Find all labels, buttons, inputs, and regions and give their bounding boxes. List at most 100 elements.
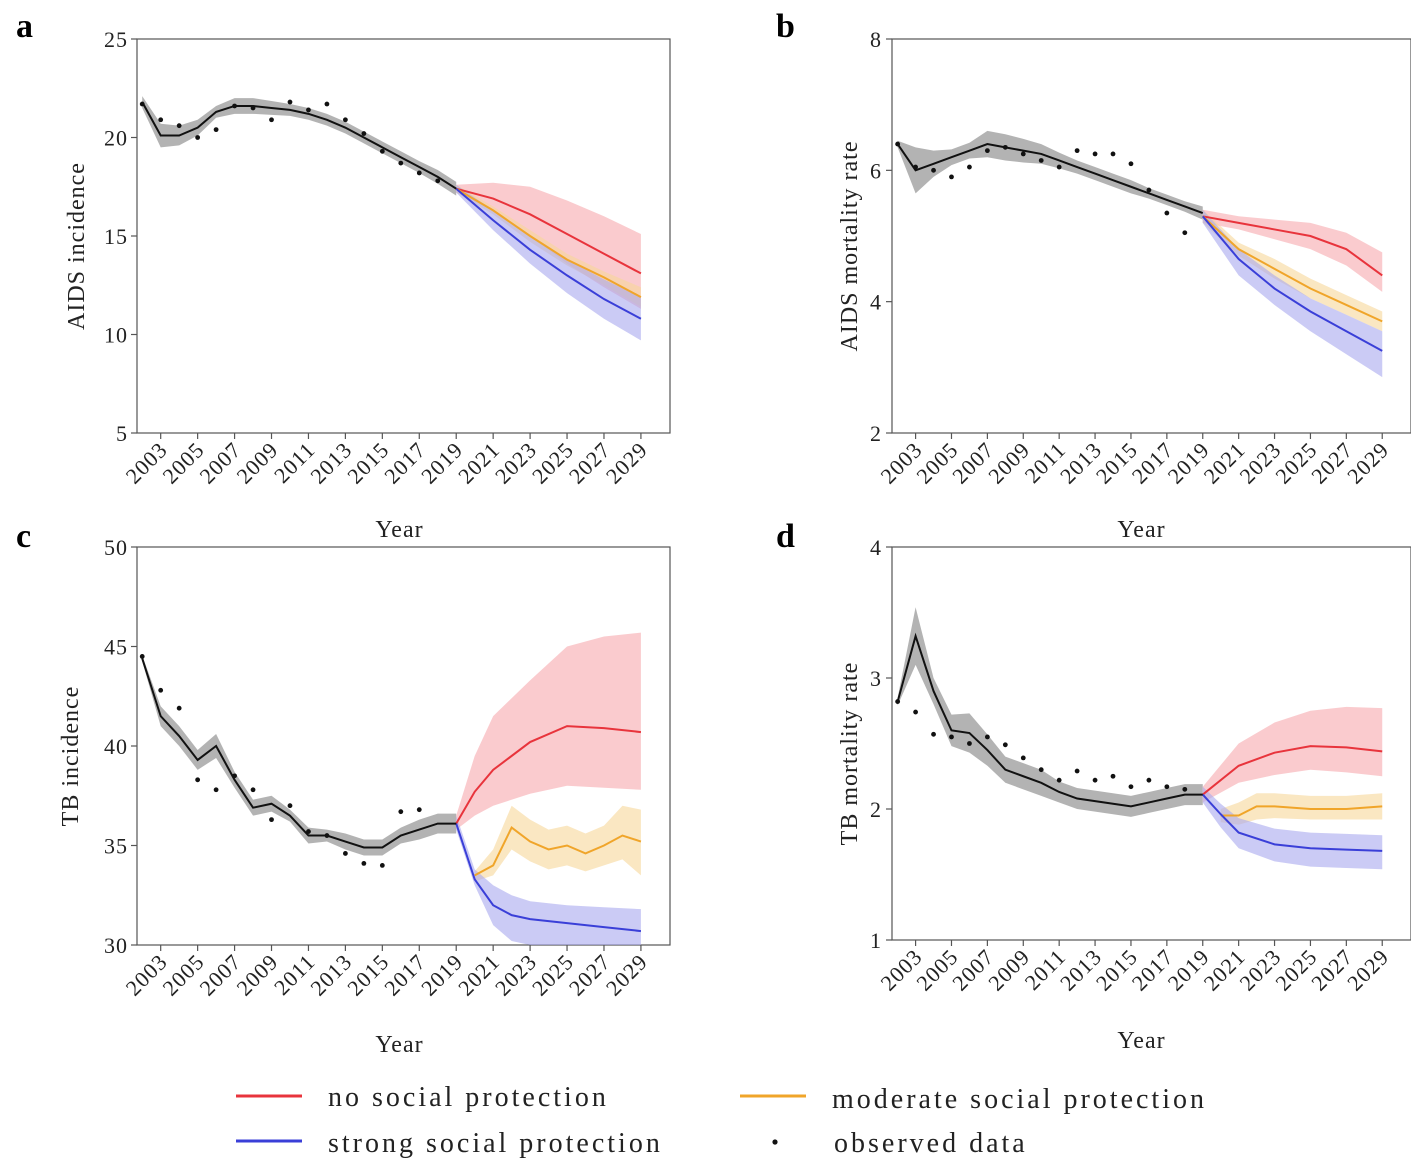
plot-frame (891, 546, 1411, 941)
y-tick-label: 50 (104, 535, 128, 560)
y-tick-label: 8 (870, 27, 882, 52)
x-axis-title: Year (375, 1032, 423, 1058)
panel-letter: b (776, 8, 795, 45)
legend-label-no: no social protection (328, 1082, 609, 1113)
observed-point (1020, 151, 1026, 157)
x-tick-label: 2011 (269, 437, 320, 488)
observed-point (1128, 784, 1134, 790)
observed-point (984, 734, 990, 740)
panel-letter: a (16, 8, 33, 45)
observed-point (379, 863, 385, 868)
series-line-moderate (1220, 805, 1383, 817)
observed-point (158, 117, 164, 123)
panel-letter: d (776, 518, 795, 555)
band-no (1202, 706, 1383, 803)
observed-point (416, 807, 422, 813)
y-tick-label: 40 (104, 734, 128, 759)
observed-point (1056, 777, 1062, 783)
observed-point (287, 803, 293, 809)
observed-point (949, 734, 954, 740)
x-tick-label: 2029 (601, 437, 653, 489)
panel-c: c303540455020032005200720092011201320152… (16, 518, 671, 1058)
observed-point (324, 833, 330, 838)
band-no (456, 632, 641, 830)
y-tick-label: 25 (104, 27, 128, 52)
fitted-line (896, 632, 1203, 808)
observed-point (213, 787, 219, 793)
fitted-line (141, 658, 457, 849)
observed-point (984, 148, 990, 154)
observed-point (232, 773, 237, 779)
series-line-strong (1202, 793, 1383, 852)
series-line-strong (1201, 215, 1383, 352)
observed-point (1038, 767, 1044, 773)
legend-label-moderate: moderate social protection (832, 1084, 1207, 1115)
observed-point (342, 117, 348, 123)
observed-point (250, 105, 256, 111)
x-tick-label: 2029 (1342, 437, 1394, 489)
observed-point (1164, 784, 1170, 790)
x-axis-title: Year (375, 517, 423, 543)
y-tick-label: 20 (104, 126, 128, 151)
series-line-moderate (455, 187, 642, 298)
observed-point (176, 705, 182, 711)
observed-point (361, 861, 367, 866)
legend-label-strong: strong social protection (328, 1128, 663, 1159)
panel-letter: c (16, 518, 31, 555)
observed-point (287, 99, 293, 105)
observed-point (967, 164, 972, 170)
observed-point (139, 654, 145, 659)
series-line-strong (455, 187, 642, 320)
series-line-moderate (474, 826, 642, 877)
observed-point (1056, 164, 1062, 170)
observed-point (1110, 773, 1116, 779)
observed-point (931, 731, 936, 737)
observed-point (416, 170, 422, 176)
observed-point (361, 131, 367, 136)
observed-point (250, 787, 256, 793)
y-tick-label: 4 (870, 535, 882, 560)
x-tick-label: 2029 (601, 949, 653, 1001)
y-tick-label: 2 (870, 797, 882, 822)
band-no (1202, 209, 1383, 292)
x-tick-label: 2011 (269, 949, 320, 1000)
plot-area (139, 96, 642, 341)
observed-point (398, 809, 404, 815)
band-strong (456, 815, 641, 945)
observed-point (1164, 210, 1170, 216)
y-axis-title: TB mortality rate (837, 662, 863, 846)
observed-point (306, 107, 311, 113)
y-tick-label: 35 (104, 834, 128, 859)
fitted-band (142, 96, 457, 196)
y-axis-title: AIDS incidence (64, 162, 90, 330)
observed-point (213, 127, 219, 133)
series-line-no (455, 187, 642, 275)
observed-point (1092, 151, 1098, 157)
fitted-line (896, 143, 1204, 214)
observed-point (269, 817, 274, 823)
observed-point (913, 164, 918, 170)
legend-label-observed: observed data (834, 1128, 1028, 1159)
y-axis-title: TB incidence (58, 686, 84, 827)
observed-point (195, 135, 201, 140)
y-tick-label: 2 (870, 421, 882, 446)
observed-point (1074, 148, 1080, 154)
observed-point (931, 167, 936, 173)
panel-a: a510152025200320052007200920112013201520… (16, 8, 671, 543)
series-line-strong (455, 823, 642, 933)
y-axis-title: AIDS mortality rate (837, 141, 863, 352)
observed-point (1110, 151, 1116, 157)
y-tick-label: 10 (104, 323, 128, 348)
observed-point (379, 148, 385, 154)
observed-point (895, 699, 901, 704)
y-tick-label: 6 (870, 158, 882, 183)
observed-point (232, 103, 237, 109)
y-tick-label: 3 (870, 666, 882, 691)
fitted-band (897, 130, 1203, 220)
y-tick-label: 45 (104, 635, 128, 660)
panel-b: b246820032005200720092011201320152017201… (776, 8, 1411, 543)
observed-point (895, 141, 901, 147)
observed-point (324, 101, 330, 107)
observed-point (139, 101, 145, 107)
band-moderate (474, 805, 641, 882)
